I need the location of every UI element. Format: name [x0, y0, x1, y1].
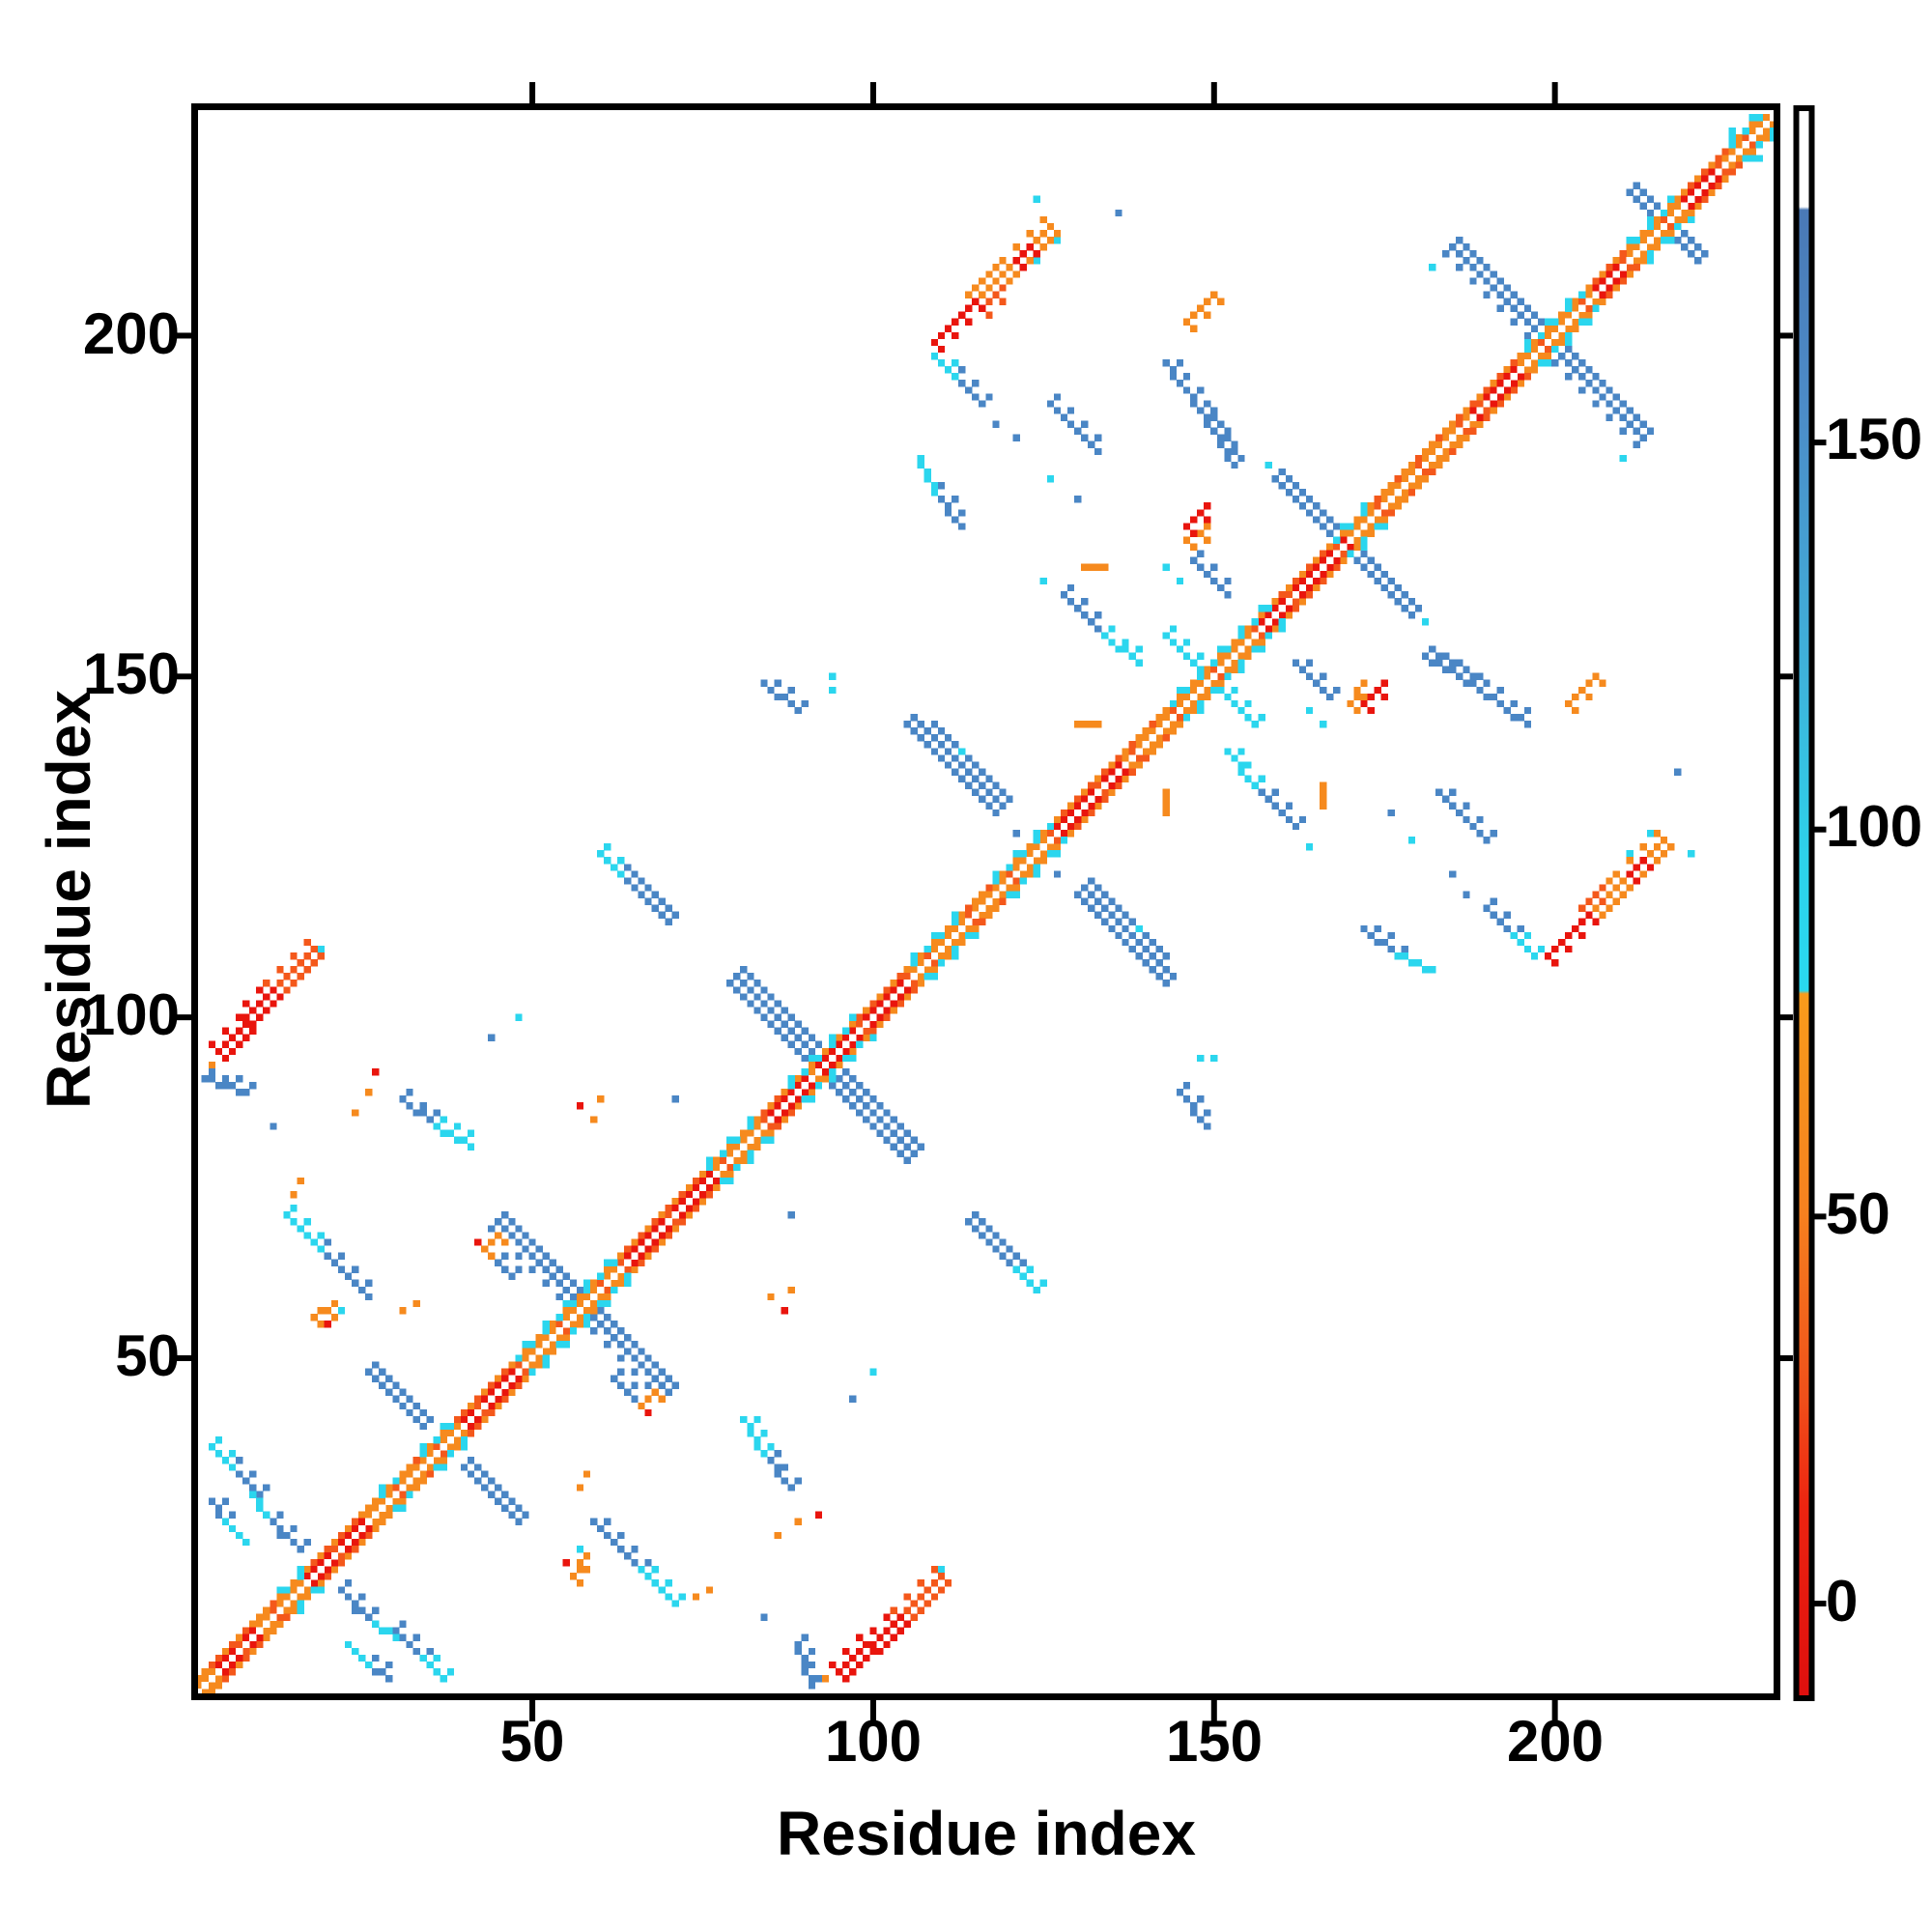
colorbar-tick-label-50: 50 [1826, 1181, 1890, 1246]
colorbar-tick-label-100: 100 [1826, 794, 1923, 859]
colorbar-tick-label-150: 150 [1826, 407, 1923, 471]
x-axis-title: Residue index [777, 1799, 1196, 1868]
y-tick-label-150: 150 [82, 641, 180, 706]
x-tick-label-200: 200 [1506, 1709, 1605, 1774]
x-tick-label-50: 50 [499, 1709, 565, 1774]
y-tick-label-200: 200 [82, 301, 180, 366]
colorbar-tick-label-0: 0 [1826, 1569, 1859, 1634]
y-tick-label-100: 100 [82, 982, 180, 1047]
x-tick-label-150: 150 [1165, 1709, 1264, 1774]
y-tick-label-50: 50 [115, 1323, 180, 1388]
x-tick-label-100: 100 [824, 1709, 923, 1774]
